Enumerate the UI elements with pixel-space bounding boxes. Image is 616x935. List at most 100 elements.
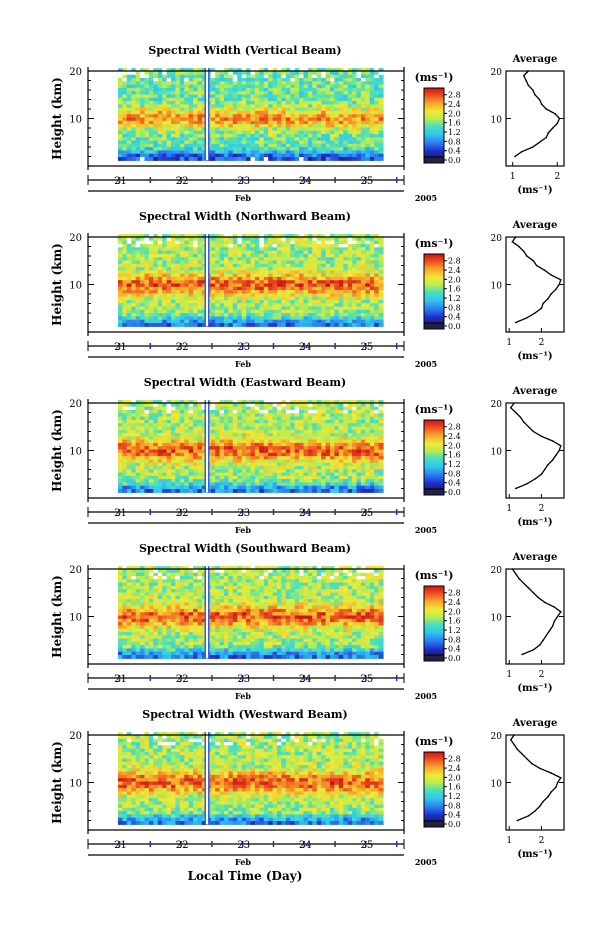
heatmap-cell [118,323,123,327]
heatmap-cell [304,323,309,327]
average-profile-point [555,289,557,291]
average-x-tick-label: 2 [539,338,545,348]
heatmap-cell [268,489,273,493]
heatmap-cell [122,157,127,161]
average-profile-point [523,75,525,77]
average-profile-point [558,284,560,286]
heatmap-cell [220,323,225,327]
heatmap-cell [246,323,251,327]
heatmap-cell [220,489,225,493]
heatmap-cell [348,323,353,327]
heatmap-cell [255,157,260,161]
average-frame [506,237,564,332]
heatmap-cell [145,489,150,493]
heatmap-cell [334,323,339,327]
heatmap-cell [348,157,353,161]
heatmap-cell [365,323,370,327]
heatmap-cell [326,157,331,161]
average-x-label: (ms⁻¹) [517,185,552,196]
heatmap-cell [180,157,185,161]
average-title: Average [512,220,558,231]
heatmap-cell [136,157,141,161]
heatmap-cell [149,157,154,161]
heatmap-cell [162,489,167,493]
heatmap-cell [334,157,339,161]
heatmap-cell [357,157,362,161]
heatmap [118,400,384,493]
heatmap-cell [281,323,286,327]
heatmap-cell [171,157,176,161]
heatmap-cell [361,157,366,161]
heatmap-cell [321,489,326,493]
heatmap-cell [127,323,132,327]
heatmap-cell [357,323,362,327]
heatmap-cell [268,157,273,161]
heatmap-cell [215,323,220,327]
heatmap-cell [330,157,335,161]
average-profile-point [526,255,528,257]
average-profile-point [534,94,536,96]
heatmap-cell [299,323,304,327]
heatmap-cell [184,323,189,327]
average-title: Average [512,54,558,65]
heatmap-cell [175,157,180,161]
heatmap-cell [184,157,189,161]
average-profile-point [541,104,543,106]
average-frame [506,71,564,166]
heatmap-cell [317,323,322,327]
heatmap-cell [127,489,132,493]
average-x-tick-label: 1 [510,172,516,182]
heatmap-cell [153,157,158,161]
heatmap-cell [175,323,180,327]
x-tick-label: 24 [299,176,312,187]
average-profile-point [515,236,517,238]
heatmap-cell [228,489,233,493]
heatmap-cell [286,157,291,161]
heatmap-cell [242,323,247,327]
heatmap-cell [304,489,309,493]
average-profile-point [541,308,543,310]
x-tick-label: 23 [237,176,250,187]
colorbar-unit-label: (ms⁻¹) [415,71,454,84]
heatmap-cell [299,489,304,493]
heatmap-cell [211,489,216,493]
heatmap-cell [268,323,273,327]
heatmap-cell [158,323,163,327]
heatmap-cell [299,157,304,161]
colorbar-tick-label: 2.8 [448,257,461,266]
colorbar-tick-label: 0.8 [448,303,461,312]
heatmap [118,68,384,161]
heatmap-cell [180,489,185,493]
heatmap-cell [321,157,326,161]
heatmap-cell [246,489,251,493]
heatmap-cell [118,157,123,161]
x-tick-label: 22 [176,176,189,187]
heatmap-cell [162,323,167,327]
heatmap-cell [264,323,269,327]
heatmap-cell [233,323,238,327]
data-gap-strip [206,68,208,160]
average-y-tick-label: 20 [491,234,503,244]
heatmap-cell [255,489,260,493]
average-profile-point [554,113,556,115]
average-profile-point [559,118,561,120]
heatmap-cell [175,489,180,493]
heatmap-cell [290,489,295,493]
heatmap-cell [379,157,384,161]
average-profile-point [550,293,552,295]
average-profile-point [539,99,541,101]
heatmap-cell [255,323,260,327]
colorbar-tick-label: 1.2 [448,294,461,303]
heatmap-cell [140,489,145,493]
heatmap-cell [365,157,370,161]
x-tick-label: 23 [237,342,250,353]
average-profile-point [560,279,562,281]
heatmap-cell [264,489,269,493]
heatmap-cell [171,323,176,327]
average-profile-line [515,71,560,157]
heatmap-cell [127,157,132,161]
colorbar-tick-label: 0.4 [448,147,461,156]
heatmap-cell [361,323,366,327]
heatmap-cell [153,489,158,493]
colorbar-underflow [424,323,444,329]
